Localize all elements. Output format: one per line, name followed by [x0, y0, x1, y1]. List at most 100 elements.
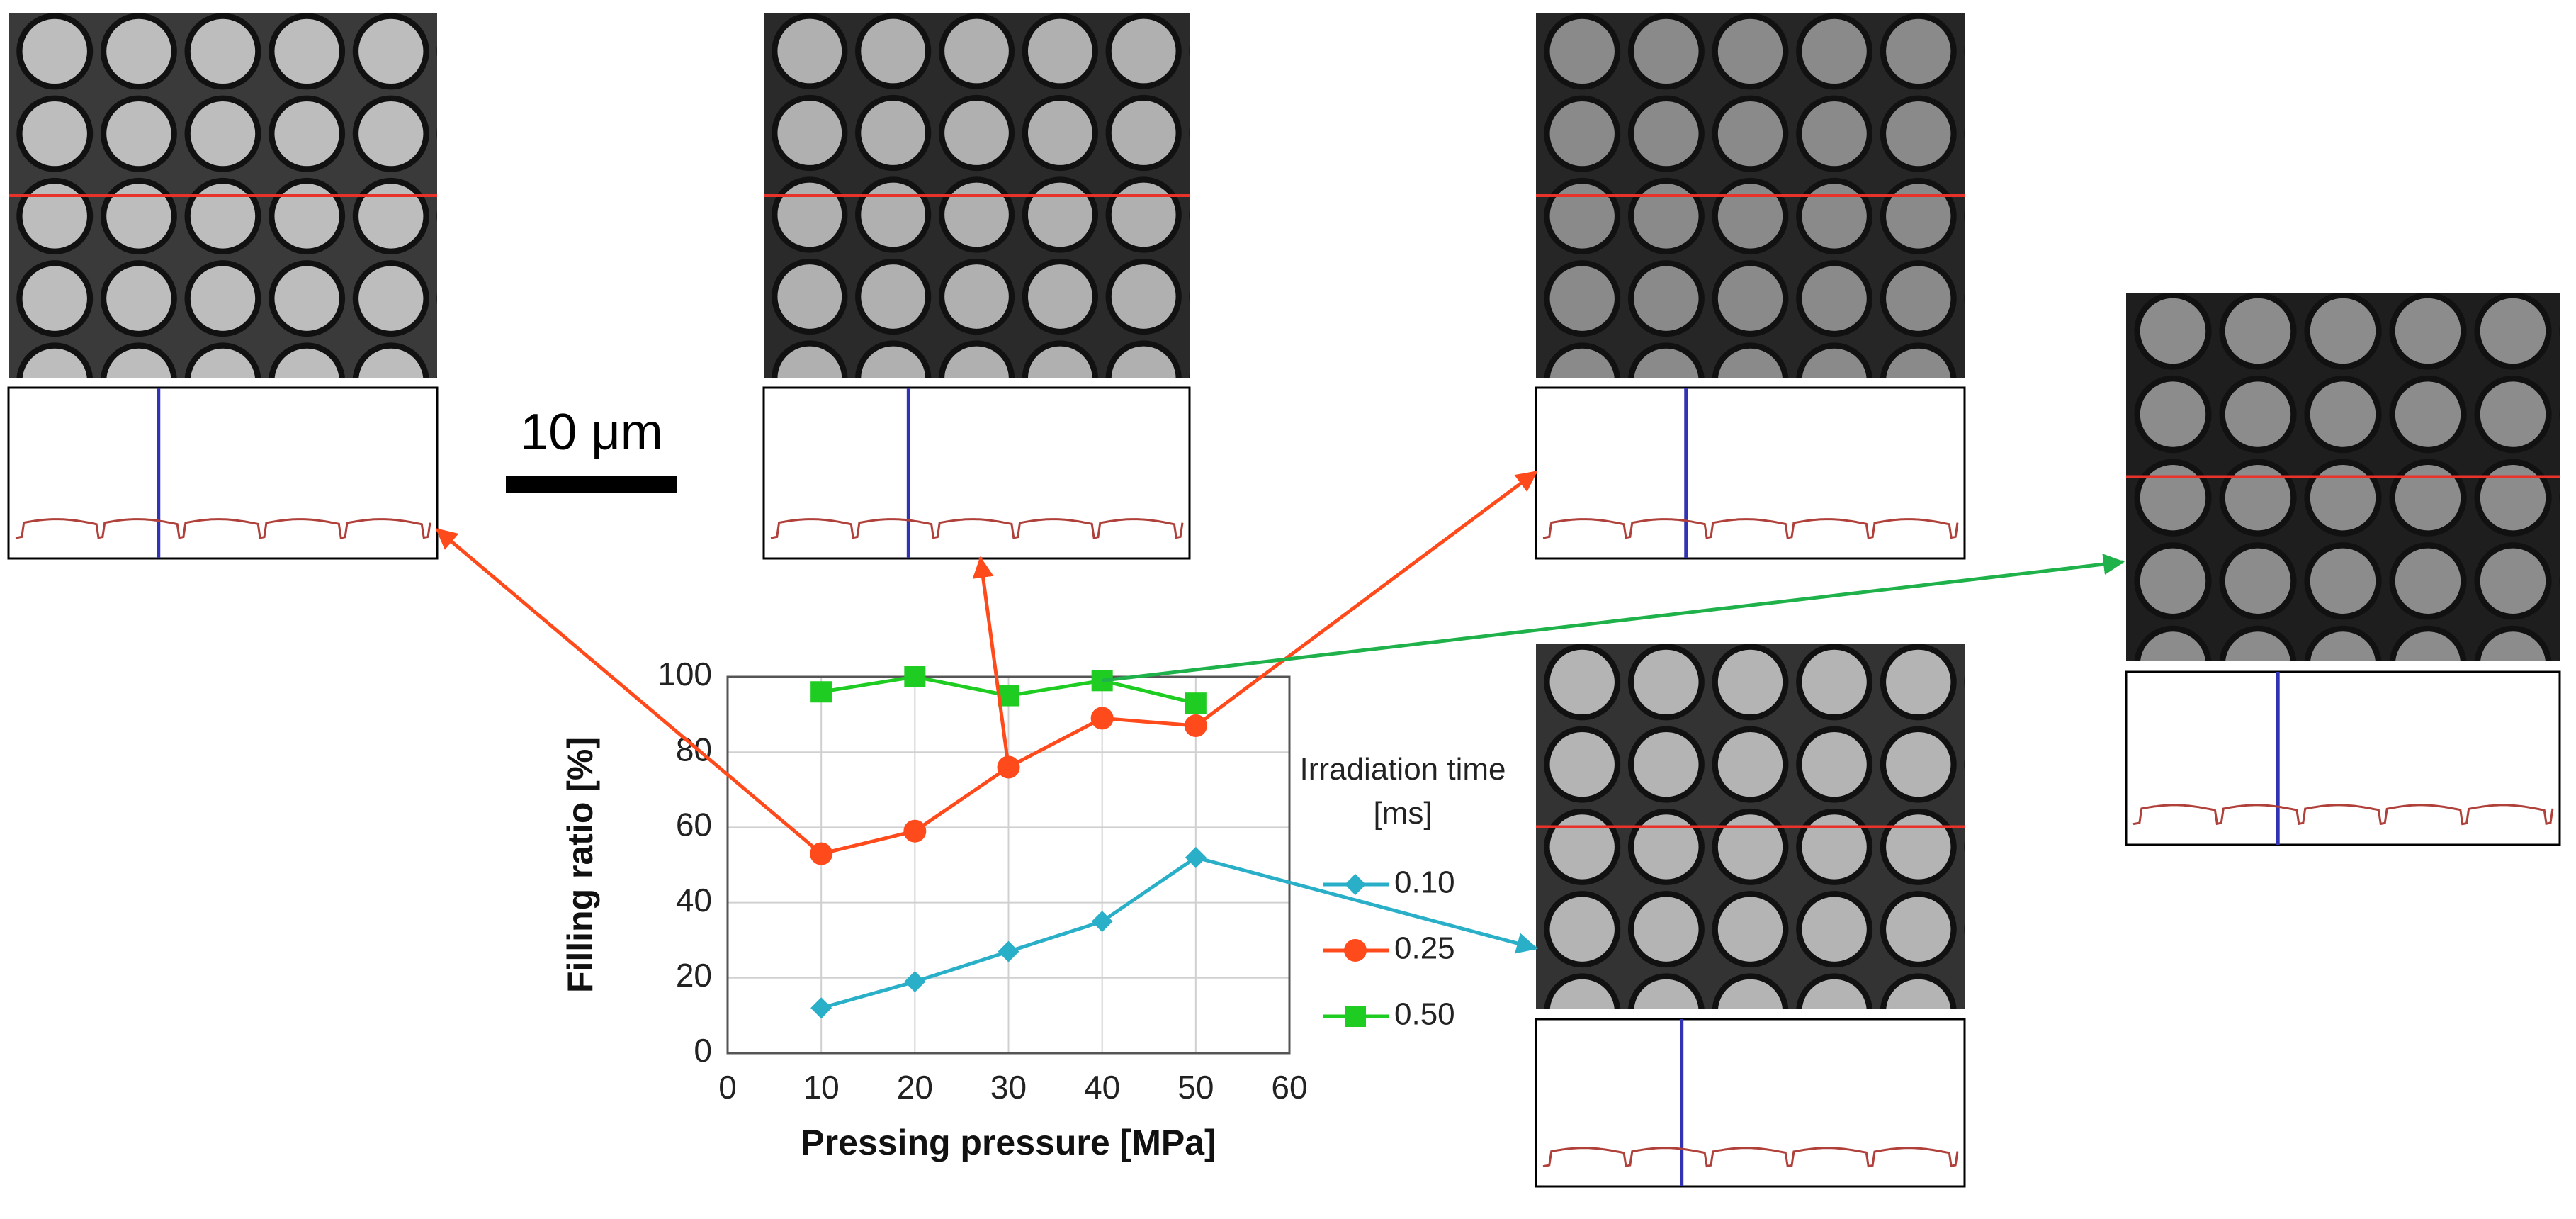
well — [436, 128, 437, 140]
well — [436, 210, 437, 222]
x-tick-label: 10 — [803, 1069, 840, 1106]
legend-label: 0.50 — [1394, 997, 1455, 1032]
well — [1964, 758, 1965, 770]
x-tick-label: 40 — [1084, 1069, 1120, 1106]
well — [184, 177, 261, 254]
y-tick-label: 40 — [676, 882, 712, 919]
well — [1880, 177, 1957, 254]
micrograph — [1536, 644, 1965, 1009]
data-point — [1091, 911, 1113, 933]
well — [1964, 676, 1965, 688]
x-axis-title: Pressing pressure [MPa] — [801, 1123, 1216, 1162]
x-tick-label: 20 — [897, 1069, 933, 1106]
well — [1105, 13, 1182, 89]
well — [1712, 260, 1789, 337]
well — [1964, 1006, 1965, 1009]
well — [772, 176, 848, 253]
well — [1880, 973, 1957, 1009]
well — [2134, 625, 2212, 661]
profile-curve — [1542, 1147, 1959, 1168]
well — [1712, 891, 1789, 968]
well — [184, 95, 261, 172]
micrograph — [2126, 293, 2560, 661]
well — [1964, 293, 1965, 305]
well — [1712, 973, 1789, 1009]
well — [2474, 293, 2552, 370]
scale-bar-label: 10 μm — [520, 404, 663, 461]
well — [436, 45, 437, 57]
well — [2219, 625, 2297, 661]
well — [352, 342, 429, 378]
well — [1544, 13, 1621, 90]
well — [772, 94, 848, 172]
well — [2134, 293, 2212, 370]
well — [2559, 575, 2560, 587]
well — [1796, 973, 1872, 1009]
well — [1189, 373, 1190, 378]
well — [2219, 293, 2297, 370]
callout-arrow — [972, 556, 1010, 768]
well — [184, 13, 261, 90]
well — [2134, 542, 2212, 620]
well — [1022, 94, 1098, 172]
well — [2304, 625, 2382, 661]
well — [1544, 342, 1621, 378]
well — [1796, 260, 1873, 337]
well — [1022, 176, 1098, 253]
well — [2474, 375, 2552, 454]
well — [1964, 923, 1965, 936]
well — [1544, 644, 1621, 721]
well — [1627, 260, 1705, 337]
well — [1544, 260, 1621, 337]
well — [938, 340, 1015, 378]
x-tick-label: 60 — [1271, 1069, 1307, 1106]
well — [269, 13, 346, 90]
well — [1964, 841, 1965, 853]
plot-border — [726, 675, 1291, 1055]
y-tick-label: 60 — [676, 807, 712, 843]
well — [772, 340, 848, 378]
well — [2474, 542, 2552, 620]
data-point — [1185, 692, 1207, 714]
well — [772, 258, 848, 335]
data-point — [810, 997, 832, 1019]
profile-box — [7, 386, 439, 560]
well — [436, 293, 437, 305]
well — [1105, 94, 1182, 172]
well — [100, 95, 177, 172]
well — [1796, 644, 1873, 721]
well — [1880, 726, 1957, 803]
well — [938, 176, 1015, 253]
data-point — [903, 819, 927, 843]
well — [2559, 492, 2560, 504]
well — [1880, 342, 1957, 378]
well — [1544, 808, 1621, 885]
callout-arrow — [1102, 554, 2125, 682]
y-tick-label: 0 — [694, 1032, 712, 1069]
well — [1964, 128, 1965, 140]
x-tick-label: 30 — [990, 1069, 1027, 1106]
well — [938, 13, 1015, 89]
data-point — [1090, 707, 1114, 730]
well — [16, 13, 94, 90]
well — [100, 260, 177, 337]
well — [101, 342, 177, 378]
well — [269, 342, 345, 378]
well — [2389, 625, 2467, 661]
micrograph — [1536, 13, 1965, 378]
y-tick-label: 100 — [657, 656, 712, 692]
well — [2134, 459, 2212, 537]
micrographs — [7, 13, 2561, 1188]
well — [1796, 177, 1873, 254]
well — [436, 375, 437, 378]
callout-arrow — [1195, 855, 1538, 954]
data-point — [904, 971, 926, 993]
micrograph — [9, 13, 437, 378]
well — [855, 13, 932, 89]
well — [1189, 127, 1190, 139]
well — [1022, 13, 1098, 89]
well — [1712, 808, 1789, 885]
well — [2219, 375, 2297, 454]
